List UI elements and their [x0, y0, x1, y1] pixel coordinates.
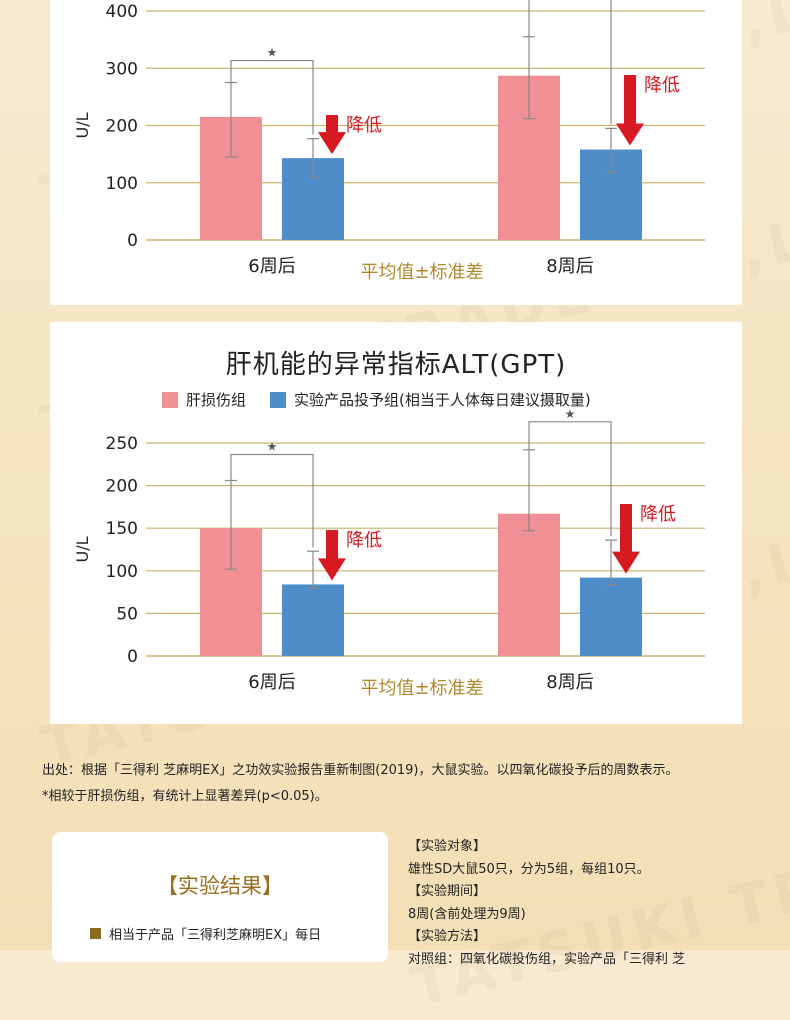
- detail-line: 【实验期间】: [408, 884, 487, 899]
- annotation-label: 降低: [346, 115, 382, 136]
- detail-line: 【实验方法】: [408, 929, 487, 944]
- source-note: 出处：根据「三得利 芝麻明EX」之功效实验报告重新制图(2019)，大鼠实验。以…: [42, 758, 762, 810]
- arrow-down-icon: [612, 551, 640, 574]
- x-tick-label: 8周后: [546, 256, 593, 277]
- legend-item-treated: 实验产品投予组(相当于人体每日建议摄取量): [270, 389, 591, 410]
- arrow-down-icon: [326, 530, 338, 561]
- legend-swatch-treated: [270, 391, 287, 408]
- y-tick-label: 0: [127, 231, 138, 251]
- y-axis-label: U/L: [73, 112, 92, 138]
- y-tick-label: 300: [106, 59, 138, 79]
- y-axis-label: U/L: [73, 536, 92, 562]
- y-tick-label: 50: [116, 604, 138, 624]
- x-tick-label: 6周后: [248, 256, 295, 277]
- y-tick-label: 400: [106, 2, 138, 22]
- annotation-label: 降低: [640, 504, 676, 525]
- detail-line: 雄性SD大鼠50只，分为5组，每组10只。: [408, 861, 650, 877]
- chart-alt: 0 50 100 150 200 250 U/L ★ 降低 6周后 ★ 降低 8周后 平均值±标准差: [73, 407, 705, 699]
- arrow-down-icon: [318, 558, 346, 581]
- chart-card-alt: 肝机能的异常指标ALT(GPT) 肝损伤组 实验产品投予组(相当于人体每日建议摄…: [50, 322, 742, 724]
- legend-item-control: 肝损伤组: [162, 389, 246, 410]
- arrow-down-icon: [620, 504, 632, 554]
- x-tick-label: 8周后: [546, 672, 593, 693]
- results-item: 相当于产品「三得利芝麻明EX」每日: [90, 924, 321, 943]
- arrow-down-icon: [326, 115, 338, 135]
- arrow-down-icon: [624, 75, 636, 126]
- source-line: 出处：根据「三得利 芝麻明EX」之功效实验报告重新制图(2019)，大鼠实验。以…: [42, 763, 679, 778]
- arrow-down-icon: [616, 123, 644, 146]
- stat-footer-label: 平均值±标准差: [360, 678, 483, 699]
- y-tick-label: 100: [106, 174, 138, 194]
- significance-bracket: [230, 59, 314, 135]
- y-tick-label: 250: [106, 434, 138, 454]
- results-title: 【实验结果】: [157, 874, 283, 898]
- significance-star: ★: [267, 46, 278, 60]
- results-card: 【实验结果】 相当于产品「三得利芝麻明EX」每日: [52, 832, 388, 962]
- arrow-down-icon: [318, 132, 346, 155]
- bar: [580, 577, 642, 656]
- stat-footer-label: 平均值±标准差: [360, 262, 483, 283]
- bar: [498, 513, 560, 656]
- y-tick-label: 100: [106, 562, 138, 582]
- experiment-details: 【实验对象】 雄性SD大鼠50只，分为5组，每组10只。 【实验期间】 8周(含…: [408, 836, 768, 971]
- significance-bracket: [528, 0, 612, 125]
- chart-legend: 肝损伤组 实验产品投予组(相当于人体每日建议摄取量): [162, 389, 615, 410]
- bar: [282, 584, 344, 656]
- legend-label-treated: 实验产品投予组(相当于人体每日建议摄取量): [294, 391, 591, 409]
- significance-bracket: [230, 453, 314, 548]
- x-tick-label: 6周后: [248, 672, 295, 693]
- significance-bracket: [528, 421, 612, 537]
- bullet-square-icon: [90, 928, 101, 939]
- detail-line: 对照组：四氧化碳投伤组，实验产品「三得利 芝: [408, 951, 686, 967]
- chart-title: 肝机能的异常指标ALT(GPT): [225, 350, 567, 380]
- annotation-label: 降低: [346, 530, 382, 551]
- y-tick-label: 200: [106, 477, 138, 497]
- detail-line: 8周(含前处理为9周): [408, 906, 526, 922]
- detail-line: 【实验对象】: [408, 839, 487, 854]
- legend-label-control: 肝损伤组: [186, 391, 247, 409]
- significance-star: ★: [267, 439, 278, 453]
- annotation-label: 降低: [644, 75, 680, 96]
- significance-note: *相较于肝损伤组，有统计上显著差异(p<0.05)。: [42, 789, 328, 804]
- results-item-text: 相当于产品「三得利芝麻明EX」每日: [109, 928, 322, 943]
- y-tick-label: 200: [106, 117, 138, 137]
- significance-star: ★: [565, 407, 576, 421]
- legend-swatch-control: [162, 391, 178, 408]
- y-tick-label: 0: [127, 647, 138, 667]
- y-tick-label: 150: [106, 519, 138, 539]
